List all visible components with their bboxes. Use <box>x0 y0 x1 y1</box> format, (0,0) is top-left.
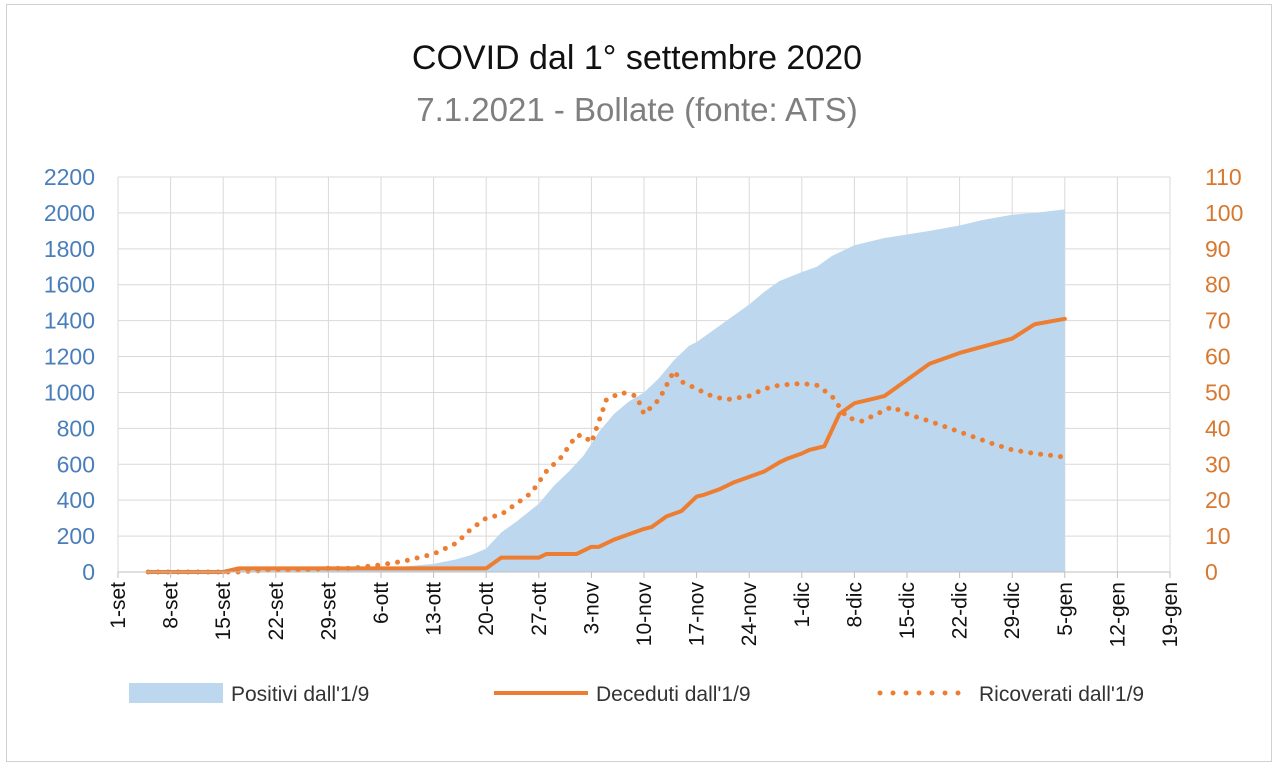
x-tick-label: 1-dic <box>791 582 814 628</box>
x-tick-label: 19-gen <box>1159 582 1182 647</box>
x-tick-label: 3-nov <box>580 582 603 635</box>
x-tick-label: 27-ott <box>528 582 551 636</box>
x-tick-label: 15-set <box>212 582 235 641</box>
x-tick-label: 13-ott <box>423 582 446 636</box>
x-tick-label: 20-ott <box>475 582 498 636</box>
y-right-tick-label: 70 <box>1205 308 1231 334</box>
chart-svg: COVID dal 1° settembre 2020 7.1.2021 - B… <box>44 39 1244 706</box>
y-right-tick-label: 0 <box>1205 559 1218 585</box>
positivi-area-layer <box>148 209 1065 572</box>
deceduti-line <box>146 316 1067 574</box>
x-tick-label: 5-gen <box>1054 582 1077 636</box>
x-tick-label: 8-dic <box>843 582 866 628</box>
x-tick-label: 1-set <box>107 582 130 629</box>
x-tick-label: 6-ott <box>370 582 393 624</box>
y-left-tick-label: 1400 <box>44 308 95 334</box>
x-tick-label: 15-dic <box>896 582 919 639</box>
x-tick-label: 12-gen <box>1106 582 1129 647</box>
legend: Positivi dall'1/9 Deceduti dall'1/9 Ricove… <box>129 683 1144 706</box>
deceduti-line-layer <box>146 316 1067 574</box>
y-left-tick-label: 200 <box>57 523 95 549</box>
y-left-tick-label: 0 <box>82 559 95 585</box>
legend-label: Ricoverati dall'1/9 <box>979 683 1144 706</box>
legend-swatch-positivi <box>129 683 223 703</box>
legend-label: Positivi dall'1/9 <box>231 683 369 706</box>
y-left-tick-label: 2200 <box>44 164 95 190</box>
positivi-area <box>148 209 1065 572</box>
y-left-tick-label: 2000 <box>44 200 95 226</box>
x-tick-label: 17-nov <box>686 582 709 647</box>
x-tick-label: 22-dic <box>949 582 972 639</box>
y-right-tick-label: 110 <box>1205 164 1242 190</box>
chart-frame: COVID dal 1° settembre 2020 7.1.2021 - B… <box>6 4 1272 762</box>
legend-label: Deceduti dall'1/9 <box>596 683 751 706</box>
x-tick-label: 29-set <box>317 582 340 641</box>
y-right-tick-label: 90 <box>1205 236 1231 262</box>
x-tick-label: 8-set <box>160 582 183 629</box>
axes: 0200400600800100012001400160018002000220… <box>44 164 1244 647</box>
chart-title: COVID dal 1° settembre 2020 <box>412 39 862 77</box>
x-tick-label: 10-nov <box>633 582 656 647</box>
x-tick-label: 24-nov <box>738 582 761 647</box>
y-right-tick-label: 100 <box>1205 200 1243 226</box>
y-left-tick-label: 1600 <box>44 272 95 298</box>
y-left-tick-label: 400 <box>57 487 95 513</box>
y-right-tick-label: 30 <box>1205 451 1231 477</box>
y-left-tick-label: 600 <box>57 451 95 477</box>
legend-item-deceduti: Deceduti dall'1/9 <box>494 683 751 706</box>
legend-item-ricoverati: Ricoverati dall'1/9 <box>877 683 1144 706</box>
y-right-tick-label: 10 <box>1205 523 1231 549</box>
legend-item-positivi: Positivi dall'1/9 <box>129 683 369 706</box>
y-right-tick-label: 20 <box>1205 487 1231 513</box>
y-left-tick-label: 1200 <box>44 344 95 370</box>
y-left-tick-label: 800 <box>57 415 95 441</box>
y-left-tick-label: 1800 <box>44 236 95 262</box>
y-left-tick-label: 1000 <box>44 379 95 405</box>
x-tick-label: 22-set <box>265 582 288 641</box>
x-tick-label: 29-dic <box>1001 582 1024 639</box>
y-right-tick-label: 80 <box>1205 272 1231 298</box>
y-right-tick-label: 50 <box>1205 379 1231 405</box>
chart-subtitle: 7.1.2021 - Bollate (fonte: ATS) <box>416 91 857 128</box>
y-right-tick-label: 40 <box>1205 415 1231 441</box>
y-right-tick-label: 60 <box>1205 344 1231 370</box>
